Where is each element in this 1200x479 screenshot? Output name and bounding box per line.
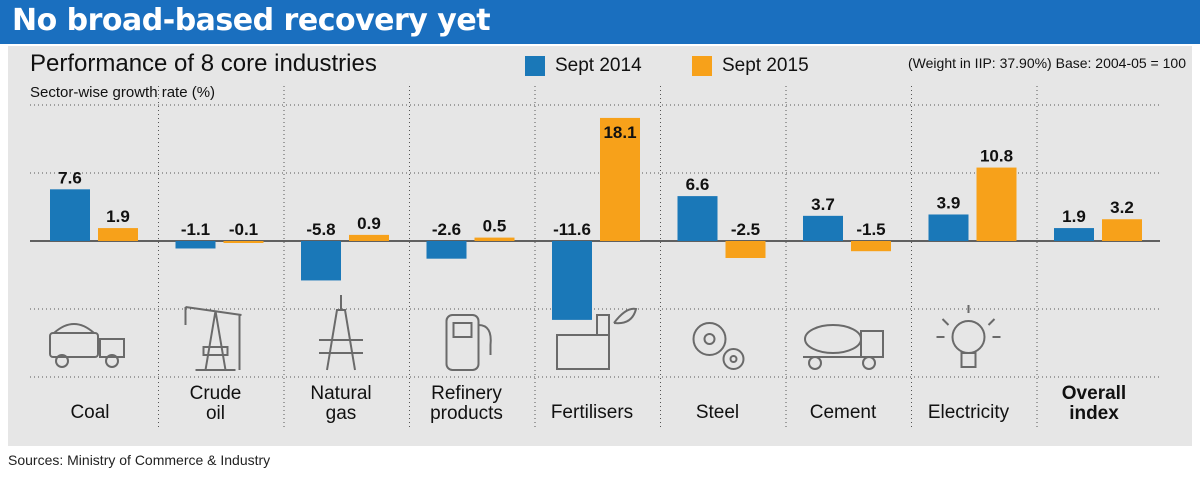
value-label: 1.9 [106,207,130,226]
category-label-line1: Electricity [927,402,1010,423]
value-label: 10.8 [980,147,1013,166]
value-label: -2.5 [731,220,760,239]
page-title: No broad-based recovery yet [12,3,491,38]
category-separators [158,86,1038,430]
value-label: 0.5 [483,217,507,236]
bar-sept-2015 [223,241,264,243]
category-label: Natural gas [286,384,396,424]
legend-item-sept-2015: Sept 2015 [692,55,809,77]
header-banner: No broad-based recovery yet [0,0,1200,44]
bar-sept-2014 [803,215,843,241]
category-icons [49,295,1001,371]
legend-swatch-sept-2015 [692,56,712,76]
bar-sept-2014 [1054,228,1094,241]
legend-item-sept-2014: Sept 2014 [525,55,642,77]
base-note: (Weight in IIP: 37.90%) Base: 2004-05 = … [908,55,1186,71]
value-label: 1.9 [1062,207,1086,226]
value-label: 3.7 [811,195,835,214]
bar-sept-2015 [1102,219,1142,241]
bar-sept-2014 [175,241,216,249]
factory-leaf-icon [556,307,638,370]
bar-sept-2015 [474,237,515,241]
category-label-line2: index [1069,403,1119,424]
truck-icon [49,323,125,368]
bar-sept-2015 [98,228,138,241]
legend-swatch-sept-2014 [525,56,545,76]
value-label: 0.9 [357,214,381,233]
value-label: 7.6 [58,168,82,187]
bar-sept-2014 [426,241,467,259]
bar-sept-2014 [50,189,90,241]
value-label: -11.6 [553,220,591,239]
category-label-line1: Overall [1061,383,1127,404]
cement-mixer-icon [803,324,884,370]
category-label-line1: Refinery [431,383,502,404]
gears-icon [692,322,745,370]
category-label: Overall index [1039,384,1149,424]
y-axis-label: Sector-wise growth rate (%) [30,84,216,101]
category-label: Cement [788,403,898,423]
category-label-line2: gas [325,403,357,424]
legend-label-sept-2015: Sept 2015 [722,55,809,76]
category-label: Fertilisers [537,403,647,423]
chart-subtitle: Performance of 8 core industries [30,50,377,77]
category-label-line1: Natural [310,383,372,404]
bar-sept-2014 [677,196,718,241]
bar-sept-2015 [349,234,389,241]
value-label: 3.9 [937,193,961,212]
value-label: 3.2 [1110,198,1134,217]
bar-sept-2014 [552,241,592,320]
value-label: 18.1 [603,123,636,142]
category-label-line1: Steel [695,402,740,423]
oil-pump-icon [184,306,242,371]
bar-sept-2014 [928,214,969,241]
bars: 7.6 1.9 -1.1 -0.1 -5.8 0.9 -2.6 0.5 -11.6 18.1 6.6… [50,117,1142,320]
category-label-line2: products [430,403,503,424]
bar-sept-2015 [725,241,766,258]
value-label: -5.8 [306,220,335,239]
legend-label-sept-2014: Sept 2014 [555,55,642,76]
category-label-line1: Cement [809,402,877,423]
bar-sept-2015 [976,167,1017,241]
category-label: Coal [35,403,145,423]
value-label: -2.6 [432,220,461,239]
light-bulb-icon [936,305,1001,368]
category-label-line1: Crude [189,383,242,404]
category-label: Crude oil [161,384,271,424]
category-label: Steel [663,403,773,423]
bar-sept-2014 [301,241,341,281]
bar-sept-2015 [600,117,640,241]
category-label: Electricity [914,403,1024,423]
category-label-line1: Fertilisers [550,402,634,423]
value-label: -1.5 [856,220,885,239]
value-label: -0.1 [229,220,258,239]
source-note: Sources: Ministry of Commerce & Industry [8,452,271,468]
value-label: 6.6 [686,175,710,194]
gas-rig-icon [319,295,363,371]
fuel-pump-icon [445,314,492,371]
category-label: Refinery products [412,384,522,424]
value-label: -1.1 [181,220,210,239]
gridlines [30,104,1160,378]
category-label-line2: oil [205,403,225,424]
category-label-line1: Coal [70,402,110,423]
bar-sept-2015 [851,241,891,252]
